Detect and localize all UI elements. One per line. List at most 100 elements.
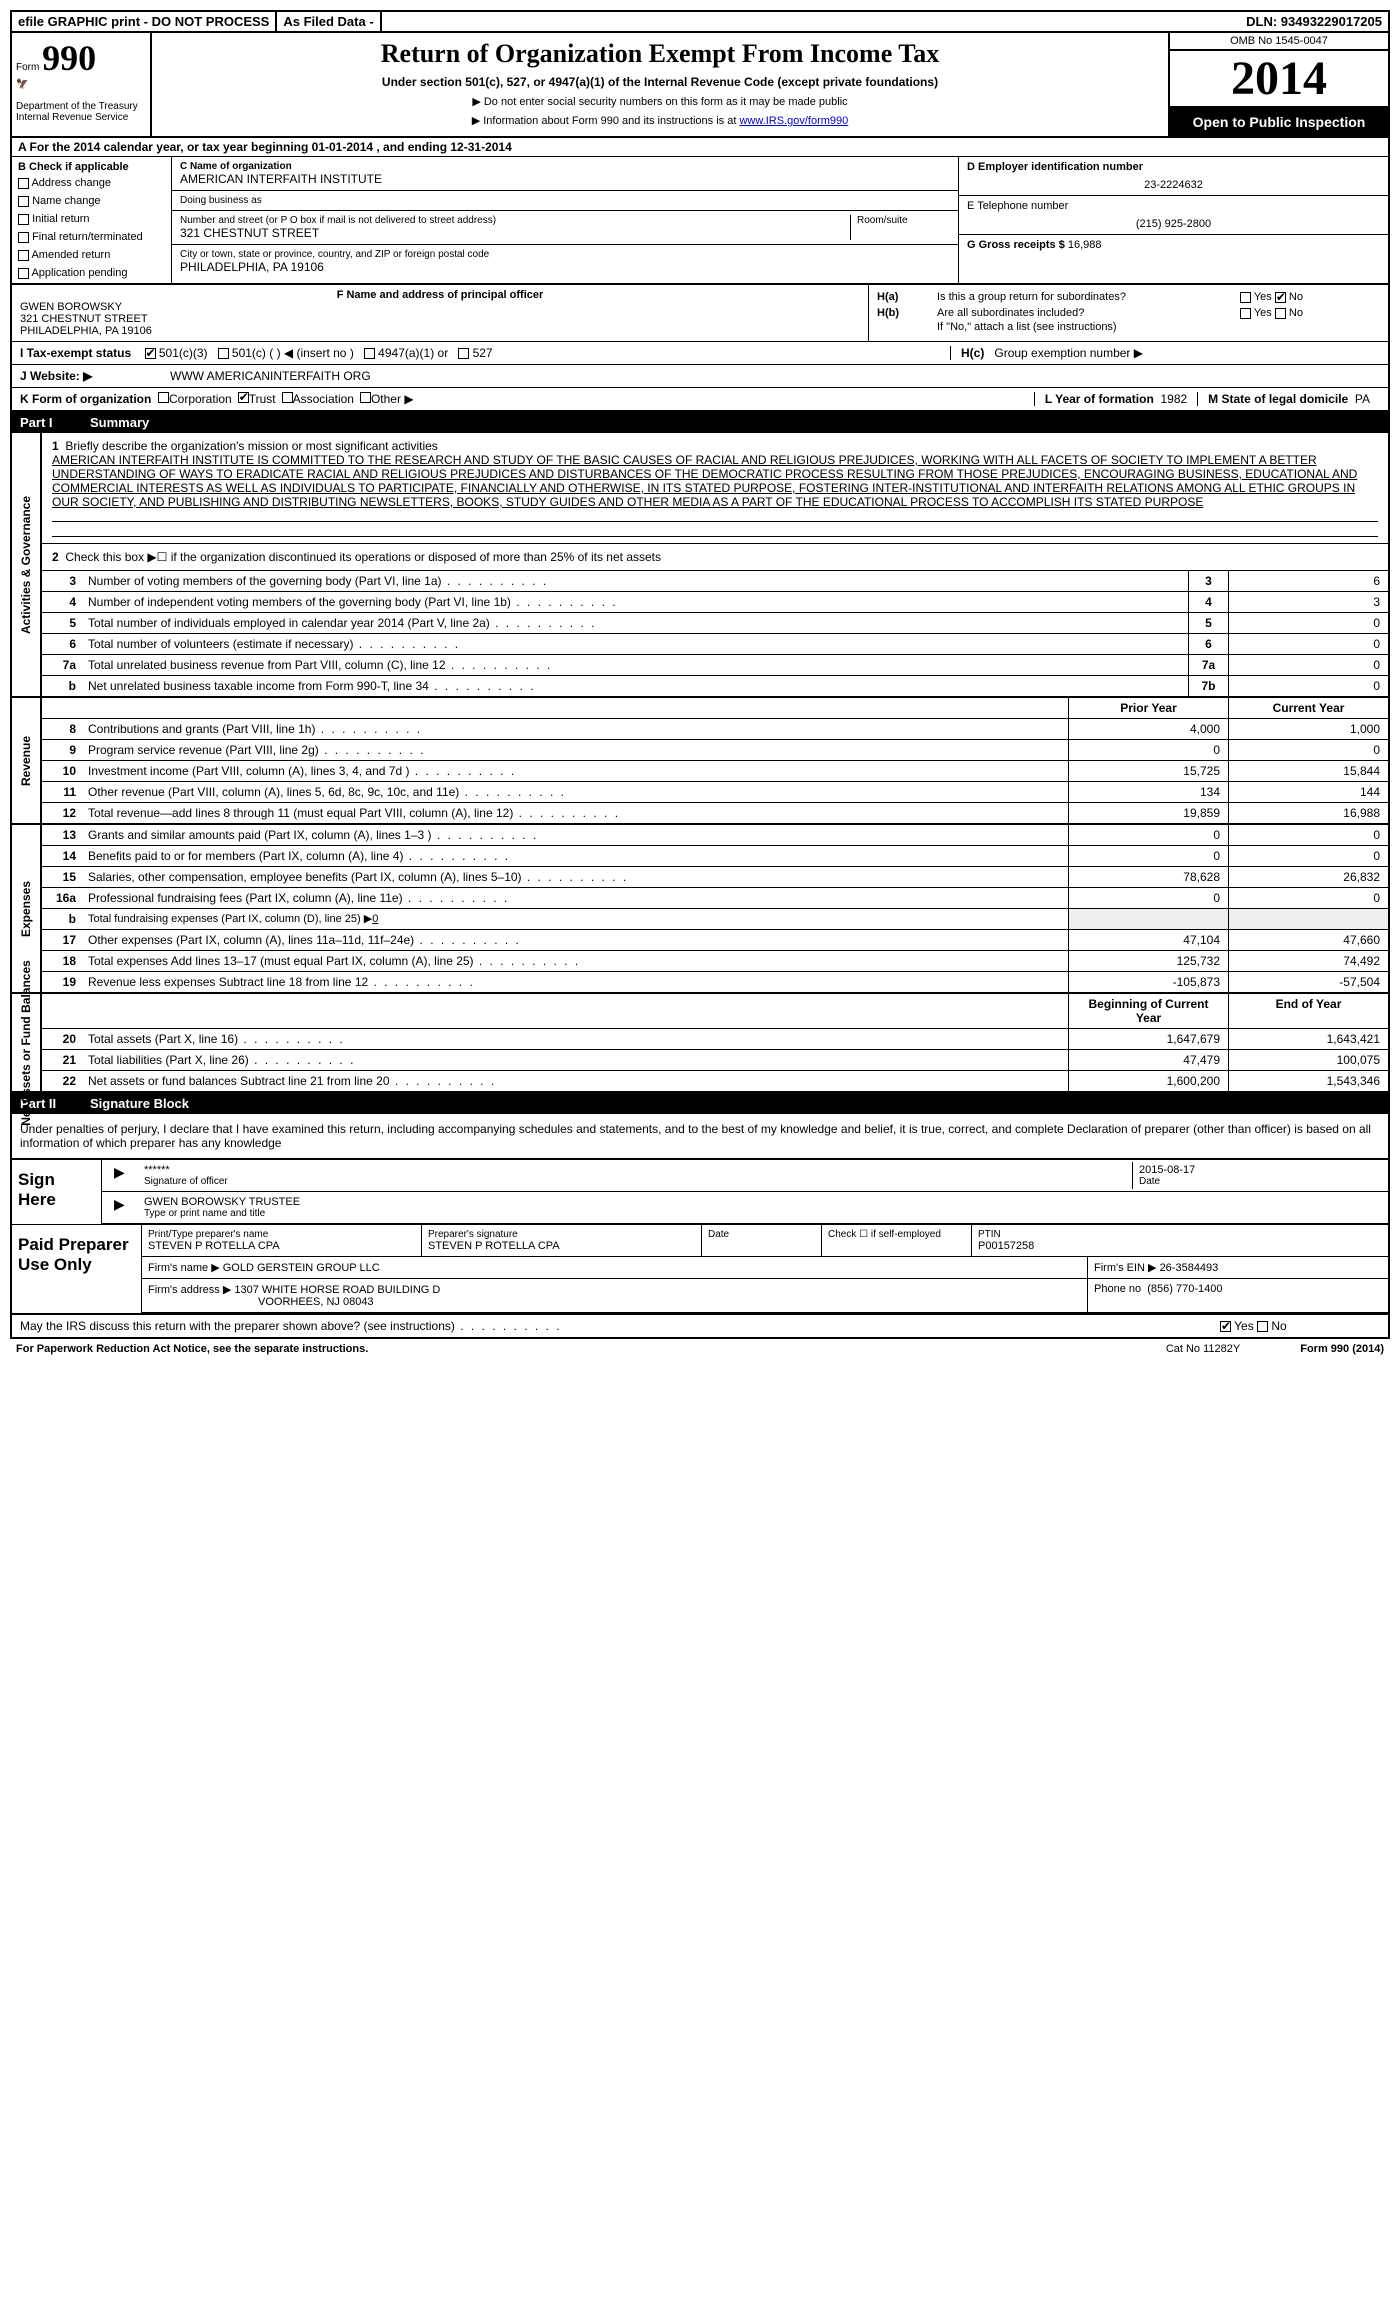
dln-number: DLN: 93493229017205 bbox=[1240, 12, 1388, 31]
chk-corp[interactable] bbox=[158, 392, 169, 403]
chk-amended[interactable]: Amended return bbox=[18, 249, 165, 261]
form-header: Form 990 🦅 Department of the Treasury In… bbox=[12, 33, 1388, 138]
na-col-header: Beginning of Current Year End of Year bbox=[42, 994, 1388, 1029]
chk-final-return[interactable]: Final return/terminated bbox=[18, 231, 165, 243]
year-formation: 1982 bbox=[1160, 392, 1187, 406]
chk-other[interactable] bbox=[360, 392, 371, 403]
chk-pending[interactable]: Application pending bbox=[18, 267, 165, 279]
discuss-row: May the IRS discuss this return with the… bbox=[12, 1315, 1388, 1339]
seal-icon: 🦅 bbox=[16, 79, 28, 90]
netassets-row: 21 Total liabilities (Part X, line 26) 4… bbox=[42, 1050, 1388, 1071]
legal-domicile: PA bbox=[1355, 392, 1370, 406]
paid-preparer-block: Paid Preparer Use Only Print/Type prepar… bbox=[12, 1225, 1388, 1315]
section-h: H(a) Is this a group return for subordin… bbox=[868, 285, 1388, 341]
room-label: Room/suite bbox=[857, 215, 950, 226]
revenue-row: 9 Program service revenue (Part VIII, li… bbox=[42, 740, 1388, 761]
dba-label: Doing business as bbox=[180, 195, 950, 206]
col-header-row: Prior Year Current Year bbox=[42, 698, 1388, 719]
chk-501c[interactable] bbox=[218, 348, 229, 359]
chk-address-change[interactable]: Address change bbox=[18, 177, 165, 189]
ha-checkboxes[interactable]: Yes No bbox=[1240, 291, 1380, 303]
tax-year: 2014 bbox=[1170, 51, 1388, 108]
firm-ein: 26-3584493 bbox=[1160, 1262, 1219, 1274]
officer-name: GWEN BOROWSKY bbox=[20, 301, 860, 313]
irs-link[interactable]: www.IRS.gov/form990 bbox=[739, 115, 848, 127]
firm-phone: (856) 770-1400 bbox=[1147, 1283, 1222, 1295]
chk-trust[interactable] bbox=[238, 392, 249, 403]
section-a-year: A For the 2014 calendar year, or tax yea… bbox=[12, 138, 1388, 157]
hb-note: If "No," attach a list (see instructions… bbox=[877, 321, 1380, 333]
hb-label: H(b) bbox=[877, 307, 937, 319]
discuss-checkboxes[interactable]: Yes No bbox=[1220, 1319, 1380, 1333]
ssn-note: ▶ Do not enter social security numbers o… bbox=[162, 95, 1158, 108]
page-footer: For Paperwork Reduction Act Notice, see … bbox=[10, 1339, 1390, 1359]
expense-row: 17 Other expenses (Part IX, column (A), … bbox=[42, 930, 1388, 951]
status-i-label: I Tax-exempt status bbox=[20, 346, 131, 360]
form-subtitle: Under section 501(c), 527, or 4947(a)(1)… bbox=[162, 75, 1158, 89]
footer-form: 990 bbox=[1331, 1343, 1349, 1355]
revenue-row: 11 Other revenue (Part VIII, column (A),… bbox=[42, 782, 1388, 803]
sign-arrow-icon: ▶ bbox=[108, 1194, 138, 1221]
sign-arrow-icon: ▶ bbox=[108, 1162, 138, 1189]
col-c-org-info: C Name of organization AMERICAN INTERFAI… bbox=[172, 157, 958, 283]
net-assets-section: Net Assets or Fund Balances Beginning of… bbox=[12, 994, 1388, 1093]
mission-text: AMERICAN INTERFAITH INSTITUTE IS COMMITT… bbox=[52, 453, 1357, 509]
entity-info-grid: B Check if applicable Address change Nam… bbox=[12, 157, 1388, 285]
chk-4947[interactable] bbox=[364, 348, 375, 359]
expense-row: b Total fundraising expenses (Part IX, c… bbox=[42, 909, 1388, 930]
k-label: K Form of organization bbox=[20, 392, 151, 406]
dept-irs: Internal Revenue Service bbox=[16, 112, 128, 123]
summary-row: 3 Number of voting members of the govern… bbox=[42, 571, 1388, 592]
sign-here-label: Sign Here bbox=[12, 1160, 102, 1224]
summary-row: b Net unrelated business taxable income … bbox=[42, 676, 1388, 696]
chk-assoc[interactable] bbox=[282, 392, 293, 403]
form-number: 990 bbox=[42, 38, 96, 78]
tax-exempt-status: I Tax-exempt status 501(c)(3) 501(c) ( )… bbox=[12, 342, 1388, 365]
firm-addr2: VOORHEES, NJ 08043 bbox=[258, 1296, 374, 1308]
line-k-row: K Form of organization Corporation Trust… bbox=[12, 388, 1388, 412]
hc-row: H(c) Group exemption number ▶ bbox=[950, 346, 1380, 360]
form-990-container: efile GRAPHIC print - DO NOT PROCESS As … bbox=[10, 10, 1390, 1339]
revenue-row: 10 Investment income (Part VIII, column … bbox=[42, 761, 1388, 782]
self-employed-check[interactable]: Check ☐ if self-employed bbox=[822, 1225, 972, 1256]
revenue-row: 12 Total revenue—add lines 8 through 11 … bbox=[42, 803, 1388, 823]
org-name-label: C Name of organization bbox=[180, 161, 950, 172]
activities-governance-section: Activities & Governance 1 Briefly descri… bbox=[12, 433, 1388, 698]
principal-officer: F Name and address of principal officer … bbox=[12, 285, 868, 341]
as-filed-label: As Filed Data - bbox=[277, 12, 381, 31]
chk-527[interactable] bbox=[458, 348, 469, 359]
col-b-title: B Check if applicable bbox=[18, 161, 165, 173]
preparer-signature: STEVEN P ROTELLA CPA bbox=[428, 1240, 695, 1252]
summary-row: 4 Number of independent voting members o… bbox=[42, 592, 1388, 613]
netassets-row: 22 Net assets or fund balances Subtract … bbox=[42, 1071, 1388, 1091]
header-left: Form 990 🦅 Department of the Treasury In… bbox=[12, 33, 152, 136]
officer-h-row: F Name and address of principal officer … bbox=[12, 285, 1388, 342]
chk-501c3[interactable] bbox=[145, 348, 156, 359]
tel-label: E Telephone number bbox=[967, 200, 1380, 212]
expense-row: 18 Total expenses Add lines 13–17 (must … bbox=[42, 951, 1388, 972]
open-to-public: Open to Public Inspection bbox=[1170, 108, 1388, 136]
expense-row: 16a Professional fundraising fees (Part … bbox=[42, 888, 1388, 909]
q2-text: Check this box ▶☐ if the organization di… bbox=[65, 550, 661, 564]
side-label-revenue: Revenue bbox=[12, 698, 42, 823]
officer-addr1: 321 CHESTNUT STREET bbox=[20, 313, 860, 325]
hb-text: Are all subordinates included? bbox=[937, 307, 1240, 319]
chk-name-change[interactable]: Name change bbox=[18, 195, 165, 207]
hb-checkboxes[interactable]: Yes No bbox=[1240, 307, 1380, 319]
summary-row: 5 Total number of individuals employed i… bbox=[42, 613, 1388, 634]
side-label-netassets: Net Assets or Fund Balances bbox=[12, 994, 42, 1091]
expense-row: 14 Benefits paid to or for members (Part… bbox=[42, 846, 1388, 867]
part-2-header: Part II Signature Block bbox=[12, 1093, 1388, 1114]
officer-signature: ****** bbox=[144, 1164, 1126, 1176]
expenses-section: Expenses 13 Grants and similar amounts p… bbox=[12, 825, 1388, 994]
side-label-gov: Activities & Governance bbox=[12, 433, 42, 696]
website-value: WWW AMERICANINTERFAITH ORG bbox=[170, 369, 1380, 383]
efile-notice: efile GRAPHIC print - DO NOT PROCESS bbox=[12, 12, 277, 31]
chk-initial-return[interactable]: Initial return bbox=[18, 213, 165, 225]
col-b-checkboxes: B Check if applicable Address change Nam… bbox=[12, 157, 172, 283]
officer-print-name: GWEN BOROWSKY TRUSTEE bbox=[144, 1196, 1376, 1208]
info-note: ▶ Information about Form 990 and its ins… bbox=[162, 114, 1158, 127]
gross-receipts: 16,988 bbox=[1068, 239, 1102, 251]
website-label: J Website: ▶ bbox=[20, 369, 170, 383]
expense-row: 19 Revenue less expenses Subtract line 1… bbox=[42, 972, 1388, 992]
